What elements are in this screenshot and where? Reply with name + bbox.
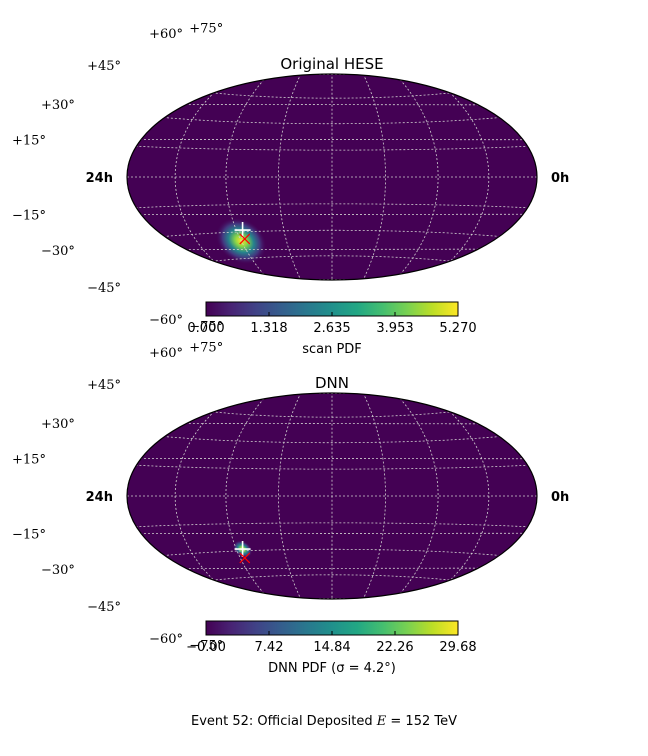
colorbar-tick-label: 29.68 [439,640,476,655]
ra-grid-line [331,74,490,280]
caption-prefix: Event 52: Official Deposited [190,714,377,729]
caption-suffix: = 152 TeV [386,714,457,729]
colorbar-label: scan PDF [302,342,362,357]
dec-tick-label: −75° [189,638,223,653]
dec-tick-label: +75° [189,341,223,356]
dec-tick-label: +75° [189,22,223,37]
dec-tick-label: +45° [87,59,121,74]
ra-grid-line [331,393,490,599]
colorbar-tick-label: 0.000 [187,321,224,336]
dec-tick-label: −15° [12,528,46,543]
dec-tick-label: −45° [87,600,121,615]
dec-tick-label: +60° [149,346,183,361]
best-fit-marker [234,222,251,239]
dec-grid-line [127,103,537,125]
dec-grid-line [186,279,478,280]
dec-tick-label: −30° [41,244,75,259]
colorbar-tick-label: 5.270 [439,321,476,336]
ra-grid-line [174,393,333,599]
colorbar-tick-label: 14.84 [313,640,350,655]
dec-tick-label: −30° [41,563,75,578]
dec-tick-label: −45° [87,281,121,296]
sky-border [126,392,538,600]
colorbar-label: DNN PDF (σ = 4.2°) [268,661,396,676]
dec-grid-line [257,36,407,51]
dec-tick-label: +30° [41,98,75,113]
colorbar-tick-label: −0.00 [186,640,226,655]
dec-grid-line [127,422,537,444]
colorbar-tick-label: 7.42 [255,640,284,655]
caption-variable: E [376,714,387,729]
dec-tick-label: −15° [12,209,46,224]
colorbar-tick-label: 3.953 [376,321,413,336]
true-direction-marker [239,233,251,245]
colorbar-tick-label: 1.318 [250,321,287,336]
best-fit-marker [234,541,251,558]
dec-tick-label: +15° [12,452,46,467]
dec-tick-label: −60° [149,632,183,647]
ra-grid-line [174,74,333,280]
dec-grid-line [257,355,407,370]
event-caption: Event 52: Official Deposited E = 152 TeV [0,714,648,729]
ra-label-left: 24h [86,490,113,505]
skymap-panel-2: DNN 24h 0h +75° +60° +45° +30° +15° −15° −30° −45°… [12,341,569,676]
ra-label-left: 24h [86,171,113,186]
panel-title: Original HESE [280,55,383,73]
dec-tick-label: −75° [189,319,223,334]
ra-label-right: 0h [551,171,569,186]
panel-title: DNN [315,374,349,392]
colorbar-tick-label: 2.635 [313,321,350,336]
true-direction-marker [239,552,251,564]
sky-border [126,73,538,281]
dec-tick-label: +60° [149,27,183,42]
dec-grid-line [186,598,478,599]
dec-tick-label: −60° [149,313,183,328]
dec-tick-label: +30° [41,417,75,432]
ra-label-right: 0h [551,490,569,505]
dec-tick-label: +45° [87,378,121,393]
skymap-panel-1: Original HESE 24h 0h +75° +60° +45° +30° +15° −1… [12,22,569,357]
dec-tick-label: +15° [12,133,46,148]
colorbar-tick-label: 22.26 [376,640,413,655]
